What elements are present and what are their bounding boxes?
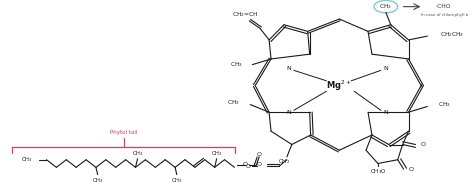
Text: O: O — [246, 164, 251, 169]
Text: CH$_3$: CH$_3$ — [229, 60, 242, 69]
Text: CH$_3$: CH$_3$ — [132, 150, 144, 158]
Text: O: O — [420, 142, 426, 147]
Text: O: O — [257, 151, 262, 157]
Text: In case of chlorophyll b: In case of chlorophyll b — [421, 13, 469, 17]
Text: CH$_3$: CH$_3$ — [171, 176, 183, 184]
Text: O: O — [409, 167, 414, 172]
Text: CH$_3$: CH$_3$ — [227, 98, 239, 107]
Text: N: N — [383, 66, 388, 71]
Text: CH$_2$: CH$_2$ — [278, 157, 290, 166]
Text: O: O — [243, 162, 248, 167]
Text: CH$_3$: CH$_3$ — [92, 176, 104, 184]
Text: O: O — [257, 162, 262, 167]
Text: CH$_2$=CH: CH$_2$=CH — [232, 10, 258, 19]
Text: CH$_2$CH$_3$: CH$_2$CH$_3$ — [440, 30, 465, 39]
Text: Mg$^{2+}$: Mg$^{2+}$ — [327, 78, 352, 93]
Text: CH$_3$: CH$_3$ — [438, 100, 451, 109]
Text: N: N — [286, 66, 291, 71]
Text: Phytol tail: Phytol tail — [110, 130, 137, 135]
Text: N: N — [286, 110, 291, 115]
Text: CH$_3$: CH$_3$ — [21, 155, 33, 164]
Text: N: N — [383, 110, 388, 115]
Text: -CHO: -CHO — [435, 4, 451, 9]
Text: CH$_3$O: CH$_3$O — [370, 167, 386, 176]
Text: CH$_3$: CH$_3$ — [211, 150, 223, 158]
Text: CH$_3$: CH$_3$ — [379, 2, 392, 11]
